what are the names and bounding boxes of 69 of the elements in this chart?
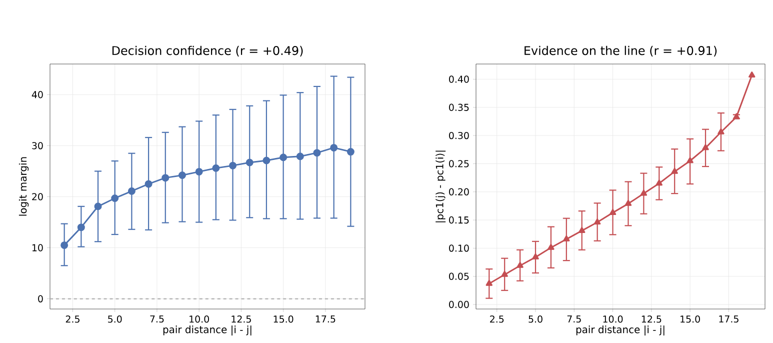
x-tick-label: 15.0 [680, 316, 700, 323]
point [346, 148, 354, 156]
x-tick-label: 2.5 [490, 316, 504, 323]
x-tick-label: 7.5 [567, 316, 581, 323]
y-tick-label: 0.10 [449, 244, 469, 252]
point [94, 202, 102, 210]
point [111, 194, 119, 202]
point [486, 280, 492, 286]
x-tick-label: 5.0 [528, 316, 542, 323]
point [656, 180, 662, 186]
y-tick-label: 0.05 [449, 272, 469, 280]
point [195, 168, 203, 176]
x-tick-label: 17.5 [719, 316, 738, 323]
y-axis-title: logit margin [18, 157, 29, 216]
x-axis-title: pair distance |i - j| [163, 326, 252, 336]
point [178, 172, 186, 180]
point [212, 164, 220, 172]
y-tick-label: 30 [32, 142, 43, 150]
x-tick-label: 10.0 [190, 316, 209, 323]
point [671, 168, 678, 174]
y-tick-label: 0.00 [449, 300, 469, 308]
point [594, 218, 601, 225]
point [262, 156, 270, 164]
y-tick-label: 20 [32, 193, 43, 200]
point [313, 149, 321, 157]
chart-title: Evidence on the line (r = +0.91) [524, 46, 717, 57]
x-tick-label: 7.5 [150, 316, 164, 323]
point [280, 154, 288, 162]
point [246, 158, 254, 166]
point [578, 226, 586, 233]
y-tick-label: 10 [32, 244, 43, 252]
y-axis-title: |pc1(j) - pc1(i)| [436, 150, 446, 222]
y-tick-label: 0 [38, 295, 43, 302]
point [77, 224, 85, 232]
x-tick-label: 12.5 [232, 316, 251, 323]
point [624, 200, 632, 206]
point [563, 235, 570, 242]
point [748, 72, 756, 78]
point [501, 270, 508, 277]
y-tick-label: 40 [32, 91, 43, 98]
x-axis-title: pair distance |i - j| [576, 326, 664, 336]
point [532, 253, 539, 260]
point [686, 157, 694, 164]
point [640, 190, 648, 196]
x-tick-label: 10.0 [603, 316, 623, 323]
x-tick-label: 17.5 [316, 316, 336, 323]
point [128, 187, 136, 195]
point [330, 144, 338, 152]
point [60, 241, 68, 249]
y-tick-label: 0.25 [449, 160, 469, 168]
x-tick-label: 15.0 [274, 316, 294, 323]
point [144, 180, 152, 188]
point [229, 162, 237, 170]
y-tick-label: 0.15 [449, 216, 469, 224]
x-tick-label: 2.5 [66, 316, 80, 323]
x-tick-label: 12.5 [642, 316, 662, 323]
point [548, 244, 554, 250]
point [702, 144, 709, 150]
point [718, 128, 724, 134]
y-tick-label: 0.20 [449, 188, 469, 196]
point [516, 262, 524, 268]
point [162, 174, 170, 182]
y-tick-label: 0.30 [449, 132, 469, 140]
x-tick-label: 5.0 [108, 316, 122, 323]
point [296, 152, 304, 160]
y-tick-label: 0.40 [449, 76, 469, 83]
point [609, 208, 616, 215]
chart-title: Decision confidence (r = +0.49) [112, 46, 303, 56]
y-tick-label: 0.35 [449, 104, 469, 111]
